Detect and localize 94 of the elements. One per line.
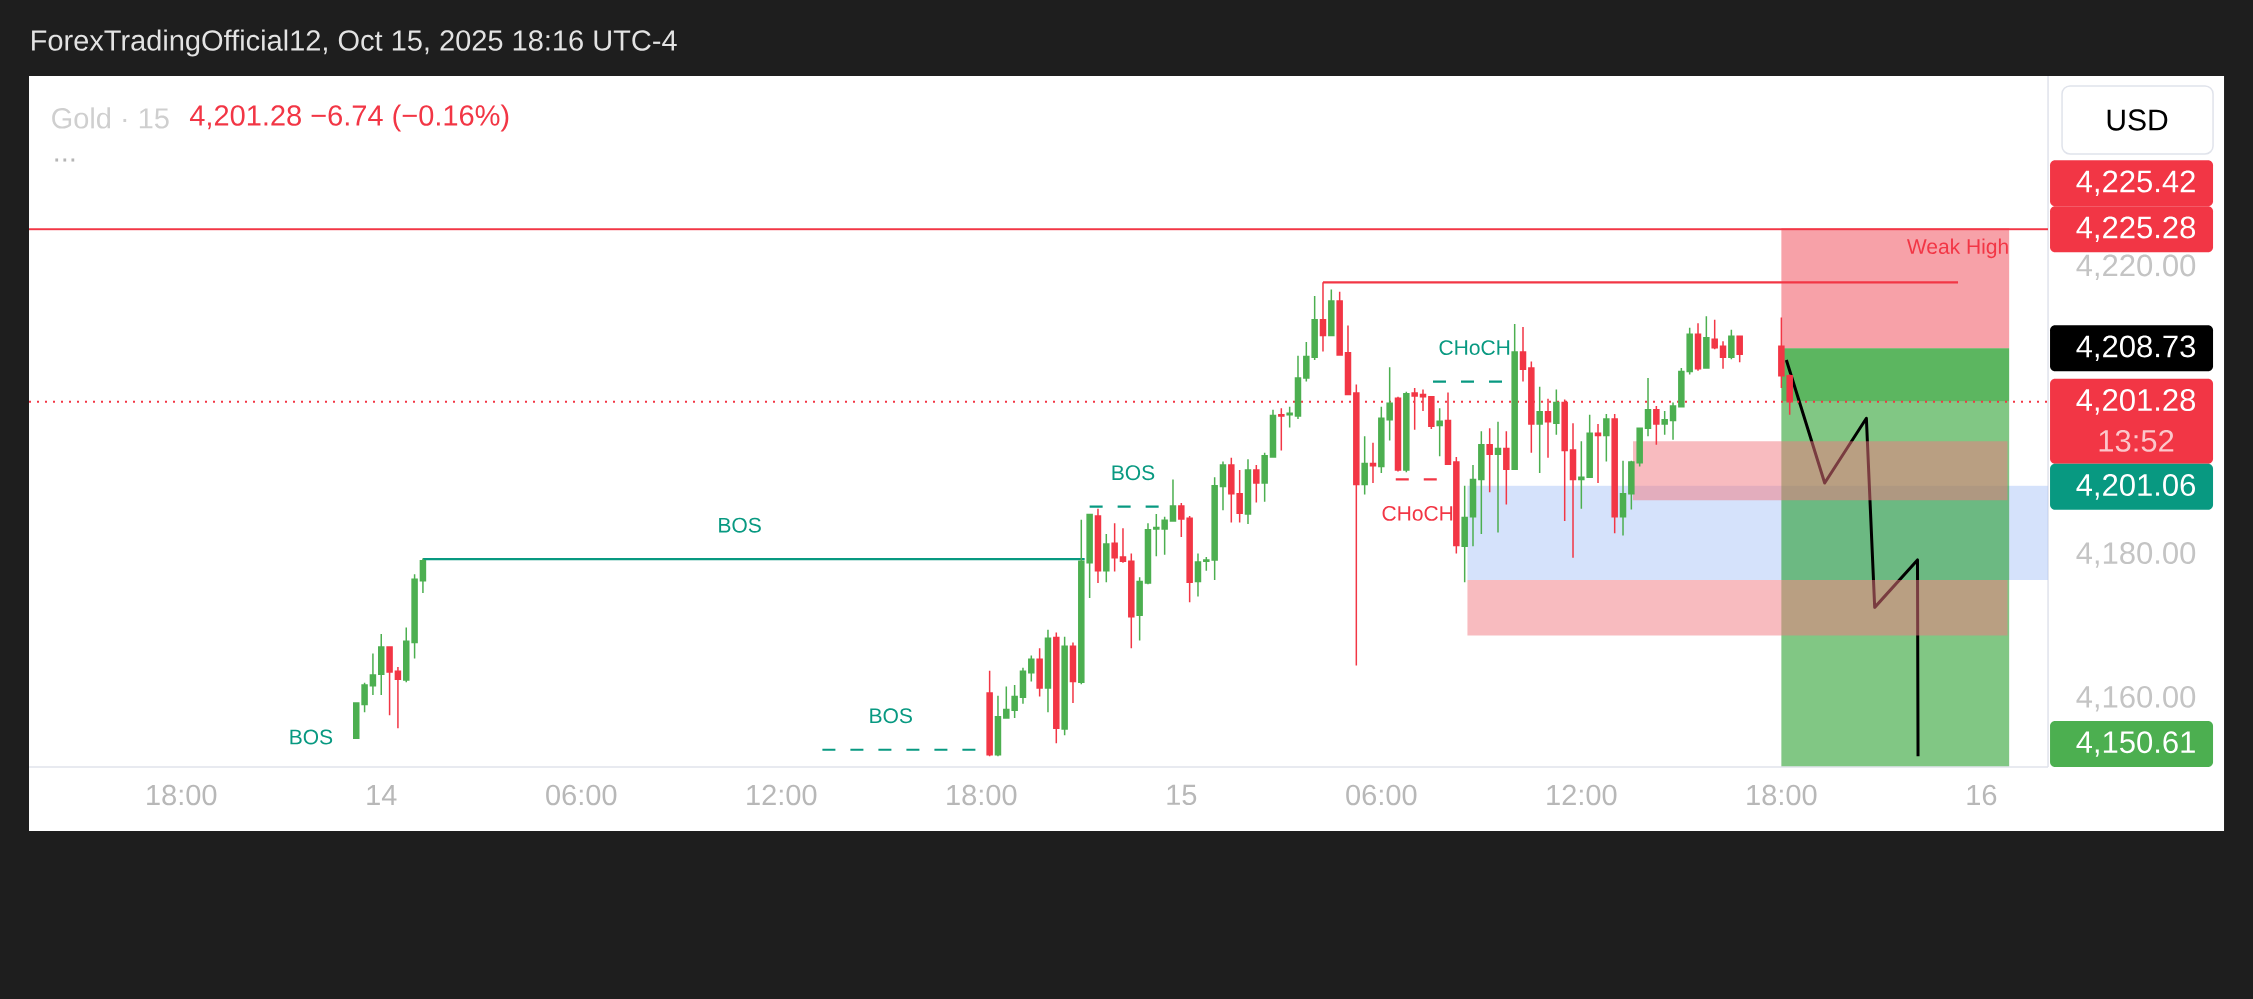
annotation: BOS	[1112, 465, 1155, 481]
annotation: CHoCH	[1382, 505, 1453, 521]
candlestick	[986, 669, 993, 757]
candlestick	[1728, 329, 1735, 361]
candlestick	[1511, 323, 1518, 471]
y-axis-title: USD	[2107, 109, 2168, 131]
text: 13:52	[2099, 429, 2174, 452]
annotation: ...	[55, 158, 75, 162]
annotation: BOS	[719, 517, 761, 533]
candlestick	[1594, 423, 1602, 484]
candlestick	[1453, 456, 1460, 555]
y-tick-label: 4,220.00	[2076, 254, 2196, 281]
candlestick	[1169, 478, 1177, 522]
y-tick-label: 4,160.00	[2076, 685, 2196, 712]
candlestick	[1711, 319, 1718, 350]
candlestick	[1111, 522, 1118, 573]
x-tick-label: 14	[367, 785, 397, 805]
candlestick	[1661, 410, 1668, 436]
candlestick	[1403, 390, 1410, 473]
candlestick	[1619, 459, 1627, 537]
candlestick	[1094, 508, 1102, 584]
candlestick	[1469, 464, 1477, 547]
candlestick	[1428, 395, 1435, 430]
line-series	[1784, 358, 1920, 758]
candlestick	[1644, 377, 1652, 437]
candlestick	[1028, 654, 1035, 683]
candlestick	[1344, 324, 1352, 396]
annotation: 4,208.73	[2076, 335, 2196, 362]
candlestick	[1294, 354, 1302, 420]
candlestick	[1219, 460, 1227, 512]
annotation: BOS	[870, 708, 912, 724]
candlestick	[1736, 335, 1743, 363]
candlestick	[386, 646, 393, 716]
candlestick	[419, 557, 427, 594]
candlestick	[1128, 552, 1135, 650]
candlestick	[1194, 552, 1202, 598]
x-tick-label: 18:00	[147, 784, 217, 806]
candlestick	[1719, 340, 1727, 370]
candlestick	[1361, 435, 1368, 496]
x-tick-label: 06:00	[1346, 784, 1417, 806]
candlestick	[1261, 452, 1268, 503]
candlestick	[1653, 405, 1660, 446]
candlestick	[1069, 641, 1077, 704]
candlestick	[1036, 647, 1043, 698]
candlestick	[1019, 667, 1027, 705]
x-tick-label: 18:00	[947, 784, 1017, 806]
candlestick	[1253, 464, 1260, 504]
x-tick-label: 06:00	[546, 784, 617, 806]
candlestick	[1136, 576, 1143, 642]
candlestick	[369, 652, 377, 696]
candlestick	[1353, 383, 1360, 667]
candlestick	[994, 695, 1002, 757]
candlestick	[378, 633, 385, 696]
candlestick	[1694, 322, 1702, 372]
candlestick	[1569, 422, 1577, 559]
candlestick	[1244, 458, 1252, 525]
candlestick	[1669, 401, 1677, 441]
candlestick	[1328, 288, 1335, 338]
text: ForexTradingOfficial12, Oct 15, 2025 18:16 UTC-4	[32, 29, 677, 57]
annotation: 4,225.42	[2076, 170, 2195, 197]
candlestick	[1119, 527, 1127, 564]
candlestick	[1053, 631, 1060, 745]
x-tick-label: 15	[1167, 784, 1197, 806]
text: 4,201.06	[2076, 474, 2196, 500]
ref-line-label: 4,201.28	[2076, 389, 2196, 415]
annotation: BOS	[290, 729, 333, 745]
candlestick	[1461, 485, 1468, 583]
candlestick	[1061, 636, 1068, 737]
annotation: 4,150.61	[2076, 731, 2195, 757]
candlestick	[1703, 315, 1710, 370]
candlestick	[1611, 413, 1618, 535]
x-tick-label: 12:00	[1547, 784, 1617, 806]
text: 4,201.28 −6.74 (−0.16%)	[189, 104, 509, 132]
x-tick-label: 18:00	[1747, 784, 1817, 806]
candlestick	[1044, 628, 1052, 714]
candlestick	[1478, 430, 1485, 535]
y-tick-label: 4,180.00	[2076, 542, 2196, 568]
annotation: CHoCH	[1439, 340, 1510, 356]
ref-line-label: 4,225.28	[2076, 216, 2196, 243]
candlestick	[394, 666, 402, 729]
candlestick	[1394, 395, 1402, 473]
candlestick	[1369, 441, 1377, 484]
candlestick	[1603, 413, 1610, 463]
candlestick	[1553, 388, 1560, 436]
candlestick	[1269, 408, 1277, 459]
candlestick	[1103, 533, 1110, 583]
candlestick	[1503, 430, 1510, 506]
x-tick-label: 16	[1967, 784, 1997, 806]
candlestick	[1494, 421, 1502, 534]
candlestick	[1336, 290, 1343, 357]
candlestick	[1519, 326, 1527, 383]
candlestick	[1144, 522, 1152, 586]
annotation: Weak High	[1906, 238, 2008, 259]
x-tick-label: 12:00	[747, 784, 817, 806]
